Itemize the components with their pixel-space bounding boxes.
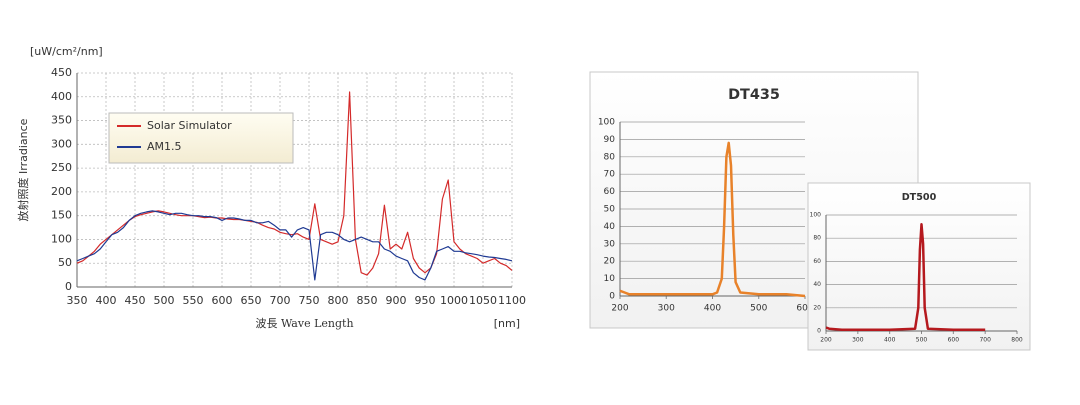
legend-box xyxy=(108,112,294,164)
y-tick-label: 250 xyxy=(51,161,72,174)
y-tick-label: 60 xyxy=(813,258,821,265)
x-tick-label: 1050 xyxy=(469,294,497,307)
x-tick-label: 200 xyxy=(820,337,832,344)
chart-title: DT500 xyxy=(902,192,937,203)
y-tick-label: 200 xyxy=(51,185,72,198)
y-tick-label: 100 xyxy=(810,212,822,219)
y-tick-label: 0 xyxy=(609,292,615,302)
x-tick-label: 500 xyxy=(154,294,175,307)
x-tick-label: 650 xyxy=(241,294,262,307)
y-tick-label: 20 xyxy=(604,257,616,267)
x-tick-label: 350 xyxy=(67,294,88,307)
y-tick-label: 150 xyxy=(51,209,72,222)
y-unit: [uW/cm²/nm] xyxy=(30,45,103,58)
y-tick-label: 80 xyxy=(604,152,616,162)
x-unit: [nm] xyxy=(494,317,520,330)
x-tick-label: 750 xyxy=(299,294,320,307)
x-tick-label: 450 xyxy=(125,294,146,307)
y-tick-label: 40 xyxy=(604,222,616,232)
x-tick-label: 400 xyxy=(884,337,896,344)
y-tick-label: 0 xyxy=(817,328,821,335)
series-line xyxy=(619,141,806,298)
series-line xyxy=(825,223,986,332)
y-tick-label: 20 xyxy=(813,304,821,311)
y-tick-label: 450 xyxy=(51,66,72,79)
y-tick-label: 50 xyxy=(604,205,616,215)
chart-title: DT435 xyxy=(728,87,780,103)
y-tick-label: 80 xyxy=(813,235,821,242)
y-tick-label: 70 xyxy=(604,170,616,180)
x-tick-label: 600 xyxy=(796,304,813,314)
legend-label: AM1.5 xyxy=(147,140,182,153)
x-tick-label: 900 xyxy=(386,294,407,307)
x-tick-label: 500 xyxy=(750,304,767,314)
x-tick-label: 950 xyxy=(415,294,436,307)
y-tick-label: 300 xyxy=(51,137,72,150)
x-tick-label: 600 xyxy=(212,294,233,307)
x-tick-label: 1000 xyxy=(440,294,468,307)
y-tick-label: 50 xyxy=(58,256,72,269)
x-tick-label: 400 xyxy=(96,294,117,307)
y-tick-label: 10 xyxy=(604,274,616,284)
x-tick-label: 700 xyxy=(979,337,991,344)
y-tick-label: 400 xyxy=(51,90,72,103)
legend-label: Solar Simulator xyxy=(147,119,232,132)
x-tick-label: 800 xyxy=(1011,337,1023,344)
y-tick-label: 100 xyxy=(598,118,615,128)
y-tick-label: 100 xyxy=(51,232,72,245)
y-tick-label: 30 xyxy=(604,239,616,249)
y-label: 放射照度 Irradiance xyxy=(16,118,30,221)
series-line xyxy=(76,210,513,281)
y-tick-label: 60 xyxy=(604,187,616,197)
x-tick-label: 700 xyxy=(270,294,291,307)
y-tick-label: 40 xyxy=(813,281,821,288)
y-tick-label: 350 xyxy=(51,114,72,127)
x-tick-label: 600 xyxy=(948,337,960,344)
x-tick-label: 200 xyxy=(611,304,628,314)
x-label: 波長 Wave Length xyxy=(255,317,353,330)
x-tick-label: 500 xyxy=(916,337,928,344)
x-tick-label: 300 xyxy=(852,337,864,344)
y-tick-label: 90 xyxy=(604,135,616,145)
x-tick-label: 1100 xyxy=(498,294,526,307)
x-tick-label: 850 xyxy=(357,294,378,307)
x-tick-label: 400 xyxy=(704,304,721,314)
y-tick-label: 0 xyxy=(65,280,72,293)
x-tick-label: 300 xyxy=(658,304,675,314)
x-tick-label: 800 xyxy=(328,294,349,307)
x-tick-label: 550 xyxy=(183,294,204,307)
